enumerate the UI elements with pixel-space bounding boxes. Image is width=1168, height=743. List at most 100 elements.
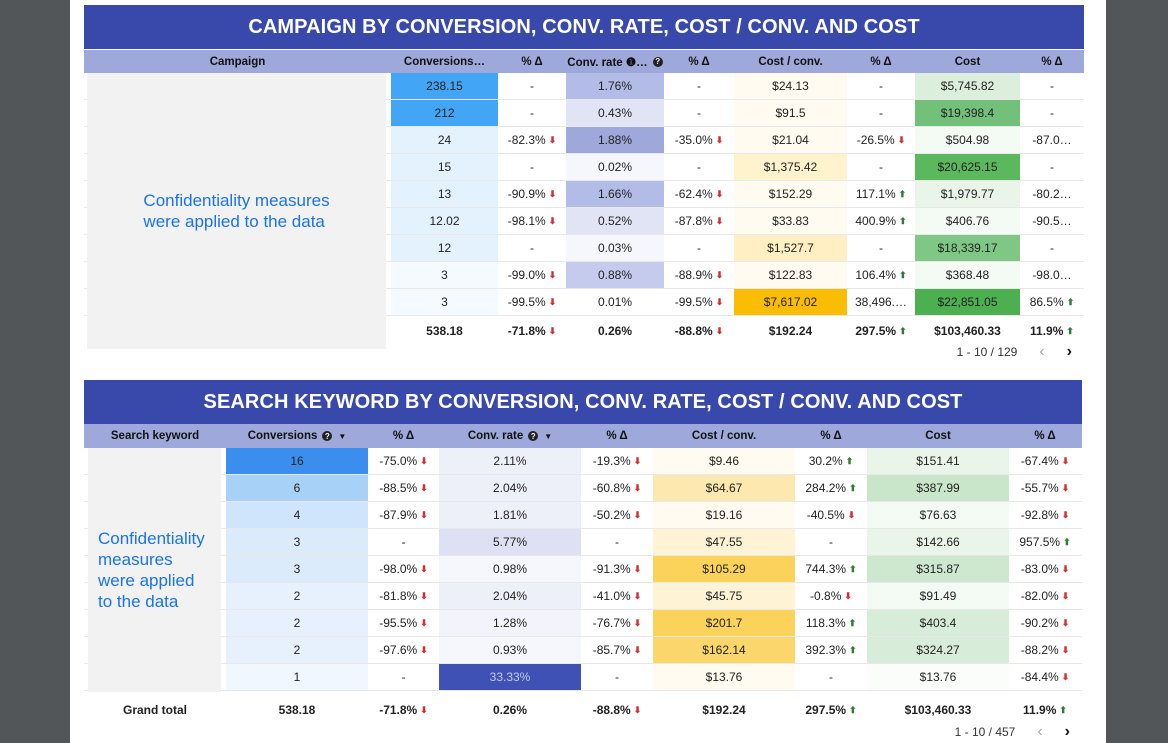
column-header[interactable]: Search keyword [84,424,226,448]
table-row[interactable]: 3 -99.5% ⬇ 0.01% -99.5% ⬇ $7,617.02 38,496.… $22… [84,289,1084,316]
table-cell: -90.9% ⬇ [498,181,566,207]
column-header[interactable]: % Δ [847,50,915,73]
column-header[interactable]: Cost / conv. [653,424,795,448]
total-cell: 0.26% [566,316,664,346]
table-cell: 2 [226,637,368,663]
chevron-right-icon[interactable]: › [1066,343,1072,360]
column-header[interactable]: % Δ [795,424,867,448]
table-cell: 2.11% [439,448,581,474]
table-cell: $91.49 [867,583,1009,609]
column-header[interactable]: % Δ [664,50,734,73]
table-cell: 1.81% [439,502,581,528]
table-cell: $403.4 [867,610,1009,636]
table-cell: 33.33% [439,664,581,690]
cell-value: 12 [437,241,452,255]
arrow-down-icon: ⬇ [548,215,557,226]
chevron-left-icon[interactable]: ‹ [1037,723,1043,740]
table-cell: -98.1% ⬇ [498,208,566,234]
cell-value: -95.5% [379,616,418,630]
table-cell: - [664,235,734,261]
cell-value: -97.6% [379,643,418,657]
table-row[interactable]: 1 - 33.33% - $13.76 - $13.76 -84.4% ⬇ [84,664,1082,691]
table-row[interactable]: 238.15 - 1.76% - $24.13 - $5,745.82 - [84,73,1084,100]
column-header[interactable]: % Δ [498,50,566,73]
cell-value: - [530,106,534,120]
info-icon[interactable]: ? [652,56,663,67]
cell-value: -76.7% [592,616,631,630]
table-cell: $19,398.4 [915,100,1020,126]
sort-down-icon[interactable]: ▼ [544,431,553,441]
cell-value: $152.29 [768,187,813,201]
column-header[interactable]: Campaign [84,50,391,73]
column-header[interactable]: Conversions? ▼ [226,424,368,448]
column-header-label: Cost [925,430,951,442]
table-cell: 284.2% ⬆ [795,475,867,501]
info-icon[interactable]: ? [322,431,333,441]
table-row[interactable]: 12 - 0.03% - $1,527.7 - $18,339.17 - [84,235,1084,262]
cell-value: -90.9% [507,187,546,201]
column-header[interactable]: % Δ [581,424,653,448]
table-cell: -99.5% ⬇ [664,289,734,315]
arrow-down-icon: ⬇ [633,704,642,715]
table-cell: -0.8% ⬇ [795,583,867,609]
cell-value: $315.87 [916,562,960,576]
column-header[interactable]: Conv. rate? ▼ [439,424,581,448]
column-header[interactable]: Cost / conv. [734,50,847,73]
cell-value: 86.5% [1029,295,1064,309]
column-header[interactable]: Cost [867,424,1009,448]
cell-value: 284.2% [805,481,847,495]
chevron-left-icon[interactable]: ‹ [1039,343,1045,360]
table-row[interactable]: 13 -90.9% ⬇ 1.66% -62.4% ⬇ $152.29 117.1% ⬆ $1,97… [84,181,1084,208]
table-cell: $47.55 [653,529,795,555]
cell-value: 2.04% [492,481,528,495]
table-row[interactable]: 2 -97.6% ⬇ 0.93% -85.7% ⬇ $162.14 392.3% ⬆ $324.2… [84,637,1082,664]
cell-value: $387.99 [916,481,960,495]
table-cell: - [498,100,566,126]
cell-value: -87.8% [674,214,713,228]
campaign-table: CAMPAIGN BY CONVERSION, CONV. RATE, COST… [84,5,1084,360]
cell-value: - [1050,160,1054,174]
table-row[interactable]: 3 - 5.77% - $47.55 - $142.66 957.5% ⬆ [84,529,1082,556]
table-cell: $162.14 [653,637,795,663]
arrow-up-icon: ⬆ [899,325,907,336]
table-row[interactable]: 212 - 0.43% - $91.5 - $19,398.4 - [84,100,1084,127]
cell-value: 38,496.… [854,295,908,309]
chevron-right-icon[interactable]: › [1064,723,1070,740]
table-cell: - [498,154,566,180]
cell-value: -0.8% [810,589,842,603]
column-header-label: % Δ [1034,430,1056,442]
total-value: 0.26% [597,324,633,338]
table-row[interactable]: 24 -82.3% ⬇ 1.88% -35.0% ⬇ $21.04 -26.5% ⬇ $504.9… [84,127,1084,154]
cell-value: $91.49 [919,589,957,603]
cell-value: - [879,160,883,174]
table-row[interactable]: 2 -95.5% ⬇ 1.28% -76.7% ⬇ $201.7 118.3% ⬆ $403.4-… [84,610,1082,637]
table-row[interactable]: 12.02 -98.1% ⬇ 0.52% -87.8% ⬇ $33.83 400.9% ⬆ $40… [84,208,1084,235]
total-cell: 11.9% ⬆ [1009,695,1081,725]
table-row[interactable]: 2 -81.8% ⬇ 2.04% -41.0% ⬇ $45.75 -0.8% ⬇ $91.49 -8… [84,583,1082,610]
confidentiality-line: measures [98,550,173,569]
column-header[interactable]: Cost [915,50,1020,73]
sort-down-icon[interactable]: ▼ [338,431,347,441]
column-header[interactable]: % Δ [1020,50,1084,73]
cell-value: -60.8% [592,481,631,495]
column-header[interactable]: % Δ [368,424,439,448]
info-icon[interactable]: ? [528,431,539,441]
table-cell: 30.2% ⬆ [795,448,867,474]
column-header[interactable]: % Δ [1009,424,1081,448]
table-row[interactable]: 3 -99.0% ⬇ 0.88% -88.9% ⬇ $122.83 106.4% ⬆ $368.4… [84,262,1084,289]
table-row[interactable]: 6 -88.5% ⬇ 2.04% -60.8% ⬇ $64.67 284.2% ⬆ $387.99… [84,475,1082,502]
total-value: Grand total [122,703,187,717]
table-cell: $18,339.17 [915,235,1020,261]
cell-value: $64.67 [705,481,743,495]
column-header[interactable]: Conversions… [391,50,498,73]
arrow-down-icon: ⬇ [715,134,724,145]
table-row[interactable]: 4 -87.9% ⬇ 1.81% -50.2% ⬇ $19.16 -40.5% ⬇ $76.63-… [84,502,1082,529]
table-row[interactable]: 15 - 0.02% - $1,375.42 - $20,625.15 - [84,154,1084,181]
cell-value: 13 [437,187,452,201]
arrow-up-icon: ⬆ [898,188,907,199]
column-header-label: % Δ [688,55,710,68]
cell-value: -81.8% [379,589,418,603]
column-header[interactable]: Conv. rate ❶…? [566,50,664,73]
table-row[interactable]: 16 -75.0% ⬇ 2.11% -19.3% ⬇ $9.46 30.2% ⬆ $151.41-… [84,448,1082,475]
table-row[interactable]: 3 -98.0% ⬇ 0.98% -91.3% ⬇ $105.29 744.3% ⬆ $315.8… [84,556,1082,583]
